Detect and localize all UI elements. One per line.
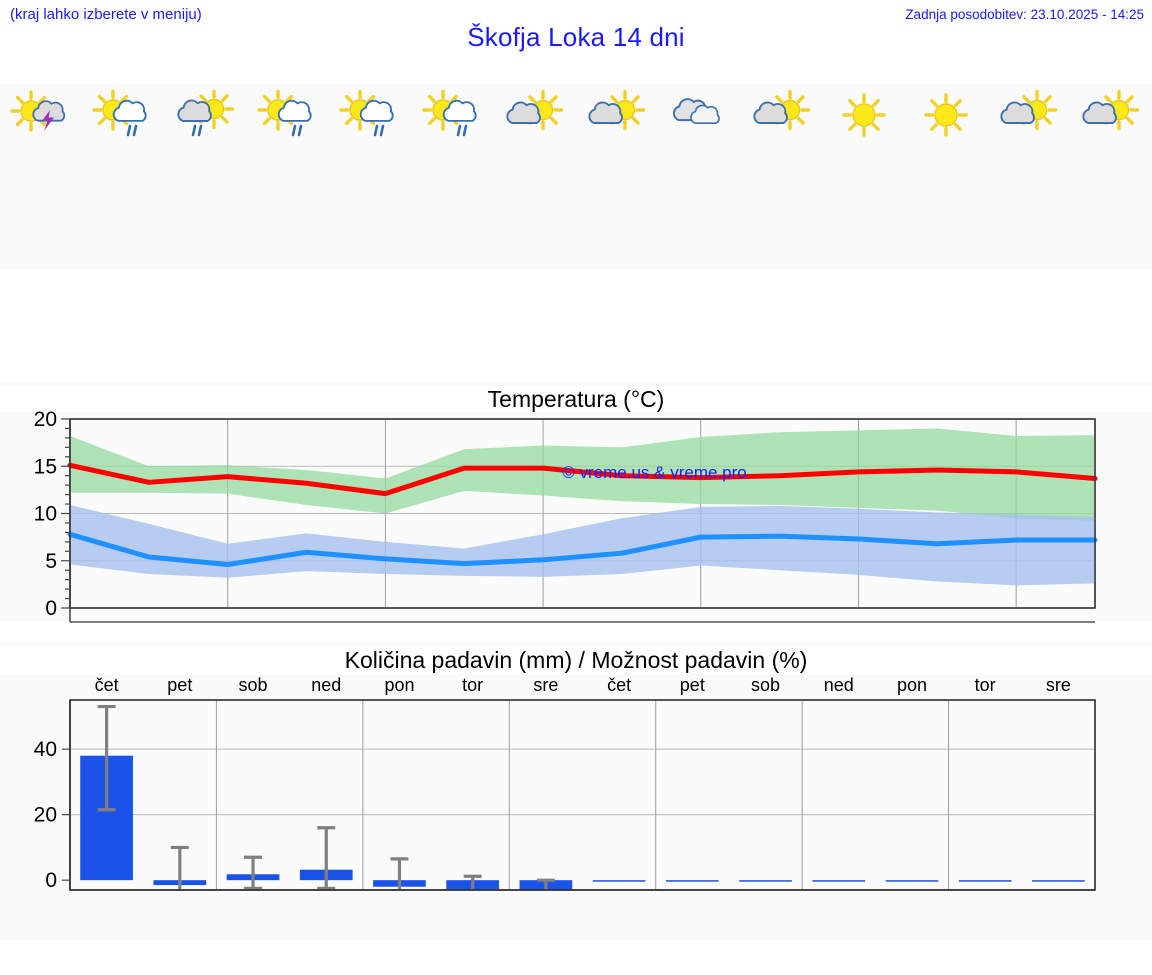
cloud-sun-icon — [495, 90, 575, 140]
svg-text:sre: sre — [533, 675, 558, 695]
svg-text:15: 15 — [34, 455, 57, 478]
precip-probability-row — [0, 898, 1152, 940]
sun-cloud-thunder-icon — [1, 90, 81, 140]
svg-text:ned: ned — [311, 675, 341, 695]
day-column[interactable] — [576, 84, 658, 270]
svg-text:čet: čet — [95, 675, 119, 695]
precip-probability — [576, 898, 658, 940]
cloud-sun-icon — [989, 90, 1069, 140]
precip-probability — [741, 898, 823, 940]
day-column[interactable] — [411, 84, 493, 270]
precip-probability — [905, 898, 987, 940]
cloud-sun-icon — [577, 90, 657, 140]
precip-probability — [165, 898, 247, 940]
precip-probability — [247, 898, 329, 940]
svg-text:pon: pon — [384, 675, 414, 695]
precip-probability — [1070, 898, 1152, 940]
day-column[interactable] — [494, 84, 576, 270]
sun-cloud-rain-icon — [83, 90, 163, 140]
precip-probability — [82, 898, 164, 940]
menu-hint: (kraj lahko izberete v meniju) — [10, 6, 202, 23]
cloud-sun-rain-icon — [166, 90, 246, 140]
page-header: (kraj lahko izberete v meniju) Škofja Lo… — [0, 0, 1152, 78]
sun-cloud-rain-icon — [413, 90, 493, 140]
temperature-chart-title: Temperatura (°C) — [0, 386, 1152, 412]
day-column[interactable] — [329, 84, 411, 270]
cloud-sun-icon — [742, 90, 822, 140]
sun-cloud-rain-icon — [248, 90, 328, 140]
svg-text:pet: pet — [680, 675, 705, 695]
sun-icon — [906, 90, 986, 140]
svg-text:tor: tor — [975, 675, 996, 695]
day-column[interactable] — [658, 84, 740, 270]
svg-text:sre: sre — [1046, 675, 1071, 695]
day-column[interactable] — [0, 84, 82, 270]
precipitation-chart-title: Količina padavin (mm) / Možnost padavin … — [0, 646, 1152, 674]
day-column[interactable] — [82, 84, 164, 270]
precip-probability — [494, 898, 576, 940]
svg-text:5: 5 — [45, 550, 57, 573]
last-updated: Zadnja posodobitev: 23.10.2025 - 14:25 — [905, 7, 1144, 22]
svg-text:40: 40 — [34, 738, 57, 761]
page-title: Škofja Loka 14 dni — [467, 22, 685, 52]
svg-text:pet: pet — [167, 675, 192, 695]
svg-text:© vreme.us & vreme.pro: © vreme.us & vreme.pro — [562, 463, 746, 482]
cloud-sun-icon — [1071, 90, 1151, 140]
day-column[interactable] — [741, 84, 823, 270]
precip-probability — [658, 898, 740, 940]
precip-probability — [411, 898, 493, 940]
svg-text:sob: sob — [239, 675, 268, 695]
svg-text:tor: tor — [462, 675, 483, 695]
svg-text:čet: čet — [607, 675, 631, 695]
daily-forecast-strip — [0, 84, 1152, 270]
svg-text:ned: ned — [824, 675, 854, 695]
svg-text:10: 10 — [34, 503, 57, 526]
sun-icon — [824, 90, 904, 140]
svg-text:pon: pon — [897, 675, 927, 695]
svg-text:20: 20 — [34, 408, 57, 431]
svg-text:0: 0 — [45, 869, 57, 892]
precip-probability — [0, 898, 82, 940]
cloud-icon — [659, 90, 739, 140]
svg-text:20: 20 — [34, 804, 57, 827]
precip-probability — [823, 898, 905, 940]
svg-text:0: 0 — [45, 597, 57, 620]
day-column[interactable] — [823, 84, 905, 270]
day-column[interactable] — [1070, 84, 1152, 270]
day-column[interactable] — [247, 84, 329, 270]
day-column[interactable] — [165, 84, 247, 270]
day-column[interactable] — [905, 84, 987, 270]
precip-probability — [329, 898, 411, 940]
svg-text:sob: sob — [751, 675, 780, 695]
precip-probability — [987, 898, 1069, 940]
day-column[interactable] — [987, 84, 1069, 270]
sun-cloud-rain-icon — [330, 90, 410, 140]
